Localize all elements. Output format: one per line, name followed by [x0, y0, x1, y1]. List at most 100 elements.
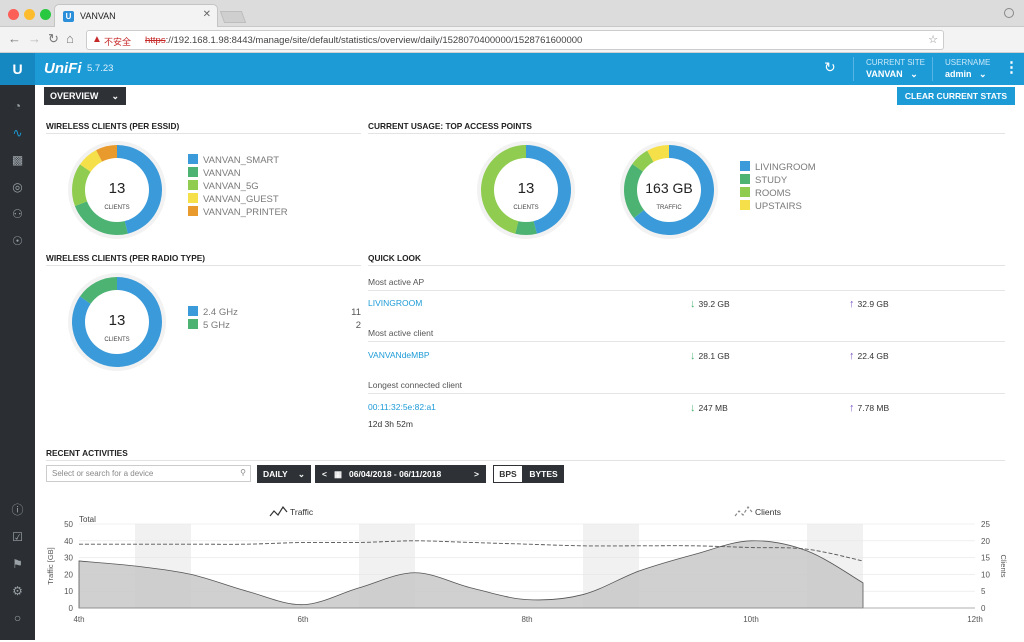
period-dropdown[interactable]: DAILY ⌄: [257, 465, 311, 483]
divider: [46, 133, 361, 134]
ap-download-value: 39.2 GB: [698, 299, 730, 309]
home-icon[interactable]: ⌂: [66, 31, 74, 46]
most-active-ap-link[interactable]: LIVINGROOM: [368, 298, 423, 308]
date-range-picker[interactable]: < ▦ 06/04/2018 - 06/11/2018 >: [315, 465, 486, 483]
brand-logo: UniFi: [44, 60, 82, 77]
chart-legend-label[interactable]: Clients: [755, 507, 781, 517]
address-toolbar: ← → ↻ ⌂ ▲ 不安全 https://192.168.1.98:8443/…: [0, 27, 1024, 73]
longest-download: ↓ 247 MB: [690, 402, 728, 414]
clients-icon[interactable]: ⚇: [12, 207, 23, 221]
settings-icon[interactable]: ⚙: [12, 584, 23, 598]
radio-section-title: WIRELESS CLIENTS (PER RADIO TYPE): [46, 253, 206, 263]
main-content: OVERVIEW ⌄ CLEAR CURRENT STATS WIRELESS C…: [35, 85, 1024, 640]
longest-client-duration: 12d 3h 52m: [368, 419, 413, 429]
legend-label: 2.4 GHz: [203, 307, 238, 318]
more-options-icon[interactable]: ⋮: [1004, 59, 1019, 76]
y2-tick-label: 15: [981, 554, 990, 563]
top-ap-clients-count: 13: [518, 180, 535, 197]
prev-range-button[interactable]: <: [322, 469, 327, 479]
legend-value: 11: [351, 307, 361, 318]
overview-label: OVERVIEW: [50, 91, 99, 101]
ubiquiti-logo-icon[interactable]: U: [0, 53, 35, 85]
top-ap-legend: LIVINGROOM STUDY ROOMS UPSTAIRS: [740, 161, 816, 213]
period-value: DAILY: [263, 469, 288, 479]
download-arrow-icon: ↓: [690, 350, 696, 362]
bps-toggle[interactable]: BPS: [493, 465, 523, 483]
device-search-input[interactable]: Select or search for a device ⚲: [46, 465, 251, 482]
longest-upload-value: 7.78 MB: [857, 403, 890, 413]
dashboard-icon[interactable]: ◔: [13, 99, 22, 113]
url-text[interactable]: https://192.168.1.98:8443/manage/site/de…: [145, 35, 582, 46]
legend-swatch: [188, 193, 198, 203]
events-icon[interactable]: ☑: [12, 530, 23, 544]
most-active-client-link[interactable]: VANVANdeMBP: [368, 350, 430, 360]
longest-download-value: 247 MB: [698, 403, 728, 413]
search-placeholder: Select or search for a device: [52, 469, 154, 478]
chart-legend-label[interactable]: Traffic: [290, 507, 314, 517]
forward-icon[interactable]: →: [28, 31, 41, 46]
divider: [46, 265, 361, 266]
close-window-button[interactable]: [8, 9, 19, 20]
profile-icon[interactable]: [1004, 8, 1014, 18]
legend-swatch: [740, 200, 750, 210]
tab-close-icon[interactable]: ✕: [202, 9, 211, 20]
insecure-label: 不安全: [104, 37, 132, 47]
radio-count: 13: [109, 312, 126, 329]
browser-tabstrip: U VANVAN ✕: [0, 0, 1024, 27]
legend-swatch: [740, 174, 750, 184]
y2-tick-label: 5: [981, 587, 986, 596]
essid-legend-item: VANVAN_PRINTER: [188, 206, 288, 219]
username-selector[interactable]: admin ⌄: [945, 69, 987, 80]
y2-tick-label: 20: [981, 537, 990, 546]
clear-current-stats-button[interactable]: CLEAR CURRENT STATS: [897, 87, 1015, 105]
legend-label: VANVAN_PRINTER: [203, 207, 288, 218]
statistics-icon[interactable]: ∿: [12, 126, 23, 140]
y-tick-label: 0: [69, 604, 74, 613]
current-site-selector[interactable]: VANVAN ⌄: [866, 69, 918, 80]
info-icon[interactable]: ⓘ: [11, 503, 24, 517]
legend-swatch: [188, 154, 198, 164]
next-range-button[interactable]: >: [474, 469, 479, 479]
y2-tick-label: 25: [981, 520, 990, 529]
chevron-down-icon: ⌄: [297, 469, 305, 479]
site-divider: [853, 57, 854, 81]
client-upload-value: 22.4 GB: [857, 351, 889, 361]
legend-swatch: [188, 206, 198, 216]
y-tick-label: 10: [64, 587, 73, 596]
bytes-toggle[interactable]: BYTES: [523, 465, 564, 483]
new-tab-button[interactable]: [219, 11, 247, 23]
devices-icon[interactable]: ◎: [12, 180, 23, 194]
current-site-value: VANVAN: [866, 69, 903, 79]
maximize-window-button[interactable]: [40, 9, 51, 20]
client-download-value: 28.1 GB: [698, 351, 730, 361]
chat-icon[interactable]: ○: [13, 611, 22, 625]
y-tick-label: 50: [64, 520, 73, 529]
url-bar[interactable]: ▲ 不安全 https://192.168.1.98:8443/manage/s…: [86, 30, 944, 50]
warning-icon: ▲: [92, 34, 102, 45]
bookmark-star-icon[interactable]: ☆: [928, 34, 938, 46]
legend-swatch: [740, 161, 750, 171]
back-icon[interactable]: ←: [8, 31, 21, 46]
refresh-icon[interactable]: ↻: [824, 59, 836, 75]
divider: [368, 290, 1005, 291]
y-tick-label: 20: [64, 570, 73, 579]
clients-line: [79, 540, 864, 562]
reload-icon[interactable]: ↻: [48, 31, 59, 46]
quick-look-title: QUICK LOOK: [368, 253, 422, 263]
y2-axis-label: Clients: [999, 555, 1008, 578]
x-tick-label: 8th: [521, 615, 532, 624]
top-ap-legend-item: LIVINGROOM: [740, 161, 816, 174]
legend-swatch: [188, 319, 198, 329]
divider: [368, 341, 1005, 342]
insights-icon[interactable]: ☉: [12, 234, 23, 248]
upload-arrow-icon: ↑: [849, 402, 855, 414]
alerts-icon[interactable]: ⚑: [12, 557, 23, 571]
minimize-window-button[interactable]: [24, 9, 35, 20]
overview-dropdown[interactable]: OVERVIEW ⌄: [44, 87, 126, 105]
browser-tab[interactable]: U VANVAN ✕: [54, 4, 218, 27]
longest-client-link[interactable]: 00:11:32:5e:82:a1: [368, 402, 436, 412]
legend-swatch: [188, 180, 198, 190]
map-icon[interactable]: ▩: [11, 153, 24, 167]
essid-legend-item: VANVAN: [188, 167, 288, 180]
essid-legend: VANVAN_SMART VANVAN VANVAN_5G VANVAN_GUEST V…: [188, 154, 288, 219]
